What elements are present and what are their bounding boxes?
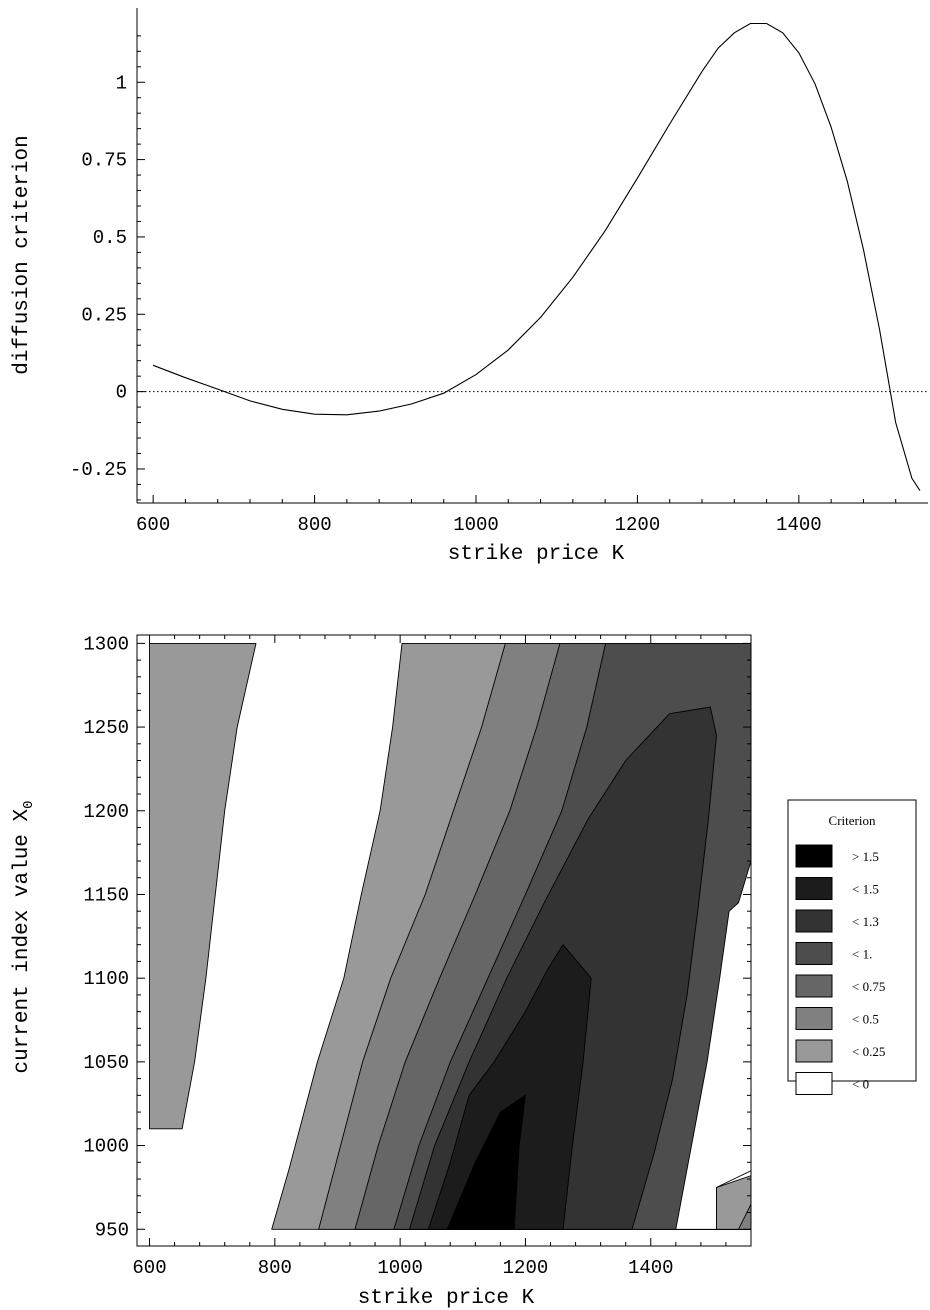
- x-tick-label: 1400: [628, 1257, 674, 1279]
- legend-swatch: [795, 1007, 833, 1030]
- y-tick-label: 1050: [83, 1052, 129, 1074]
- line-chart: -0.25 0 0.25 0.5 0.75 1 600 800 1000 1200 1400 st…: [11, 8, 928, 566]
- x-tick-label: 600: [132, 1257, 166, 1279]
- contour-region: [446, 1094, 526, 1230]
- y-tick-label: 1: [116, 72, 127, 94]
- x-tick-label: 1200: [615, 514, 661, 536]
- y-tick-label: 1200: [83, 801, 129, 823]
- legend-swatch: [795, 974, 833, 998]
- contour-chart: 950 1000 1050 1100 1150 1200 1250 1300 600 800 10…: [11, 633, 917, 1310]
- legend-label: < 1.3: [852, 914, 879, 929]
- y-tick-label: 0: [116, 382, 127, 404]
- y-axis-title: diffusion criterion: [11, 135, 34, 374]
- x-tick-label: 600: [136, 514, 170, 536]
- contour-regions: [149, 642, 751, 1230]
- legend-title: Criterion: [829, 813, 876, 828]
- y-tick-label: 0.25: [81, 304, 127, 326]
- legend-label: < 0.75: [852, 979, 885, 994]
- y-tick-label: 1150: [83, 884, 129, 906]
- y-tick-label: 0.75: [81, 150, 127, 172]
- legend-swatch: [795, 909, 833, 933]
- y-tick-label: -0.25: [70, 459, 127, 481]
- x-tick-label: 1000: [377, 1257, 423, 1279]
- x-tick-label: 800: [258, 1257, 292, 1279]
- x-tick-label: 1000: [453, 514, 499, 536]
- legend-label: < 0: [852, 1077, 869, 1092]
- legend-label: < 0.25: [852, 1044, 885, 1059]
- y-tick-label: 950: [95, 1219, 129, 1241]
- legend-label: < 1.: [852, 947, 872, 962]
- plot-frame: [136, 634, 752, 1247]
- legend-label: < 0.5: [852, 1012, 879, 1027]
- legend-swatch: [795, 942, 833, 965]
- contour-region: [675, 860, 751, 1230]
- contour-region: [427, 944, 592, 1230]
- y-tick-label: 1300: [83, 633, 129, 655]
- legend: Criterion > 1.5 < 1.5 < 1.3 < 1. < 0.75 < 0.5…: [787, 799, 917, 1095]
- y-tick-label: 0.5: [93, 227, 127, 249]
- contour-region: [149, 642, 257, 1130]
- x-tick-label: 800: [297, 514, 331, 536]
- x-tick-label: 1400: [776, 514, 822, 536]
- legend-swatch: [795, 1039, 833, 1063]
- legend-label: > 1.5: [852, 849, 879, 864]
- y-tick-label: 1000: [83, 1136, 129, 1158]
- x-axis-title: strike price K: [448, 543, 625, 566]
- y-axis-title: current index value X0: [11, 800, 37, 1073]
- legend-swatch: [795, 1072, 833, 1095]
- y-tick-label: 1100: [83, 968, 129, 990]
- criterion-curve: [152, 22, 921, 491]
- legend-swatch: [795, 877, 833, 900]
- y-tick-label: 1250: [83, 717, 129, 739]
- legend-label: < 1.5: [852, 882, 879, 897]
- x-axis-title: strike price K: [358, 1287, 535, 1310]
- legend-swatch: [795, 844, 833, 868]
- legend-box: [787, 799, 917, 1082]
- x-tick-label: 1200: [503, 1257, 549, 1279]
